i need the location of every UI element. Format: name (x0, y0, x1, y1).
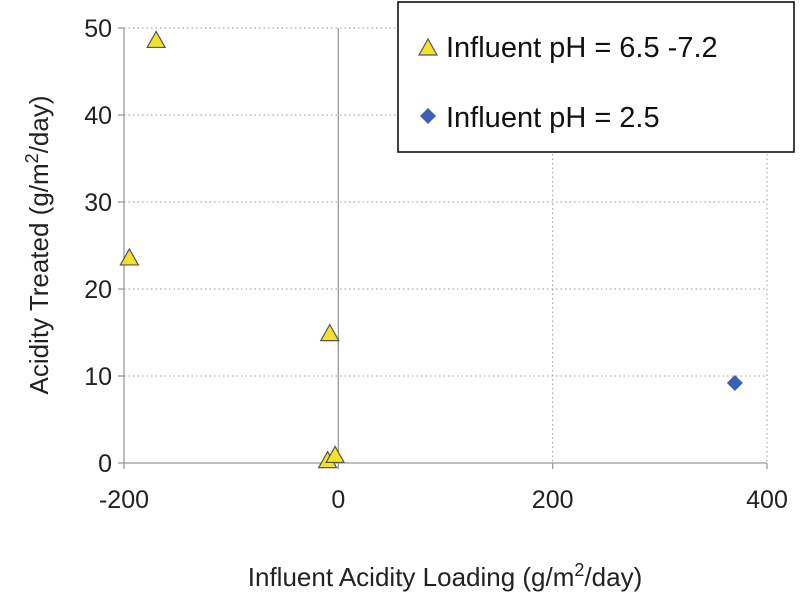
legend-label-series-2: Influent pH = 2.5 (446, 102, 660, 134)
data-point-triangle (119, 247, 140, 266)
data-point-triangle (319, 323, 340, 342)
legend-label-series-1: Influent pH = 6.5 -7.2 (446, 32, 718, 64)
x-tick-label: 400 (746, 486, 788, 514)
legend-diamond-marker (420, 108, 436, 124)
y-tick-label: 40 (84, 102, 112, 130)
legend-box (397, 1, 795, 153)
axes (118, 27, 768, 469)
data-point-triangle (146, 30, 167, 49)
y-tick-label: 0 (98, 450, 112, 478)
x-axis-label: Influent Acidity Loading (g/m2/day) (248, 560, 642, 592)
legend-triangle-marker (417, 37, 439, 56)
tick-labels: 0 10 20 30 40 50 -200 0 200 400 (84, 15, 788, 514)
y-tick-label: 50 (84, 15, 112, 43)
y-tick-label: 10 (84, 363, 112, 391)
x-tick-label: 0 (331, 486, 345, 514)
y-tick-label: 20 (84, 276, 112, 304)
data-point-diamond (726, 374, 743, 391)
x-tick-label: -200 (99, 486, 149, 514)
data-point-triangle (325, 445, 346, 464)
y-tick-label: 30 (84, 189, 112, 217)
x-tick-label: 200 (532, 486, 574, 514)
y-axis-label: Acidity Treated (g/m2/day) (22, 95, 54, 394)
data-points (119, 30, 743, 469)
legend: Influent pH = 6.5 -7.2 Influent pH = 2.5 (397, 1, 795, 153)
